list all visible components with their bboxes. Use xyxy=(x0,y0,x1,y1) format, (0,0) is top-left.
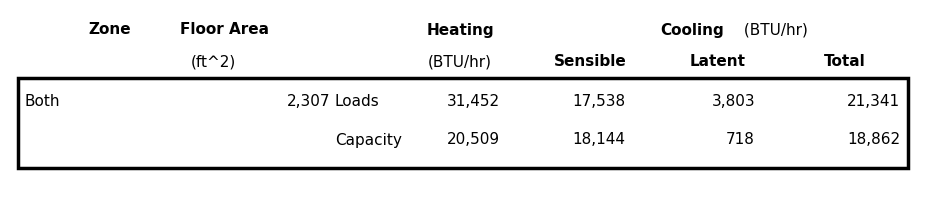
Bar xyxy=(18,78,908,168)
Text: Both: Both xyxy=(25,95,60,110)
Text: Latent: Latent xyxy=(690,54,746,70)
Text: Loads: Loads xyxy=(335,95,380,110)
Text: 18,144: 18,144 xyxy=(572,132,625,148)
Text: (BTU/hr): (BTU/hr) xyxy=(739,22,807,38)
Text: 20,509: 20,509 xyxy=(447,132,500,148)
Text: 21,341: 21,341 xyxy=(847,95,900,110)
Text: 718: 718 xyxy=(726,132,755,148)
Text: 3,803: 3,803 xyxy=(711,95,755,110)
Text: Zone: Zone xyxy=(89,22,131,38)
Text: Total: Total xyxy=(824,54,866,70)
Text: (BTU/hr): (BTU/hr) xyxy=(428,54,492,70)
Text: Capacity: Capacity xyxy=(335,132,402,148)
Text: Floor Area: Floor Area xyxy=(181,22,269,38)
Text: 17,538: 17,538 xyxy=(572,95,625,110)
Text: 2,307: 2,307 xyxy=(286,95,330,110)
Text: 18,862: 18,862 xyxy=(847,132,900,148)
Text: Cooling: Cooling xyxy=(660,22,724,38)
Text: (ft^2): (ft^2) xyxy=(191,54,235,70)
Text: Sensible: Sensible xyxy=(554,54,626,70)
Text: Heating: Heating xyxy=(426,22,494,38)
Text: 31,452: 31,452 xyxy=(447,95,500,110)
